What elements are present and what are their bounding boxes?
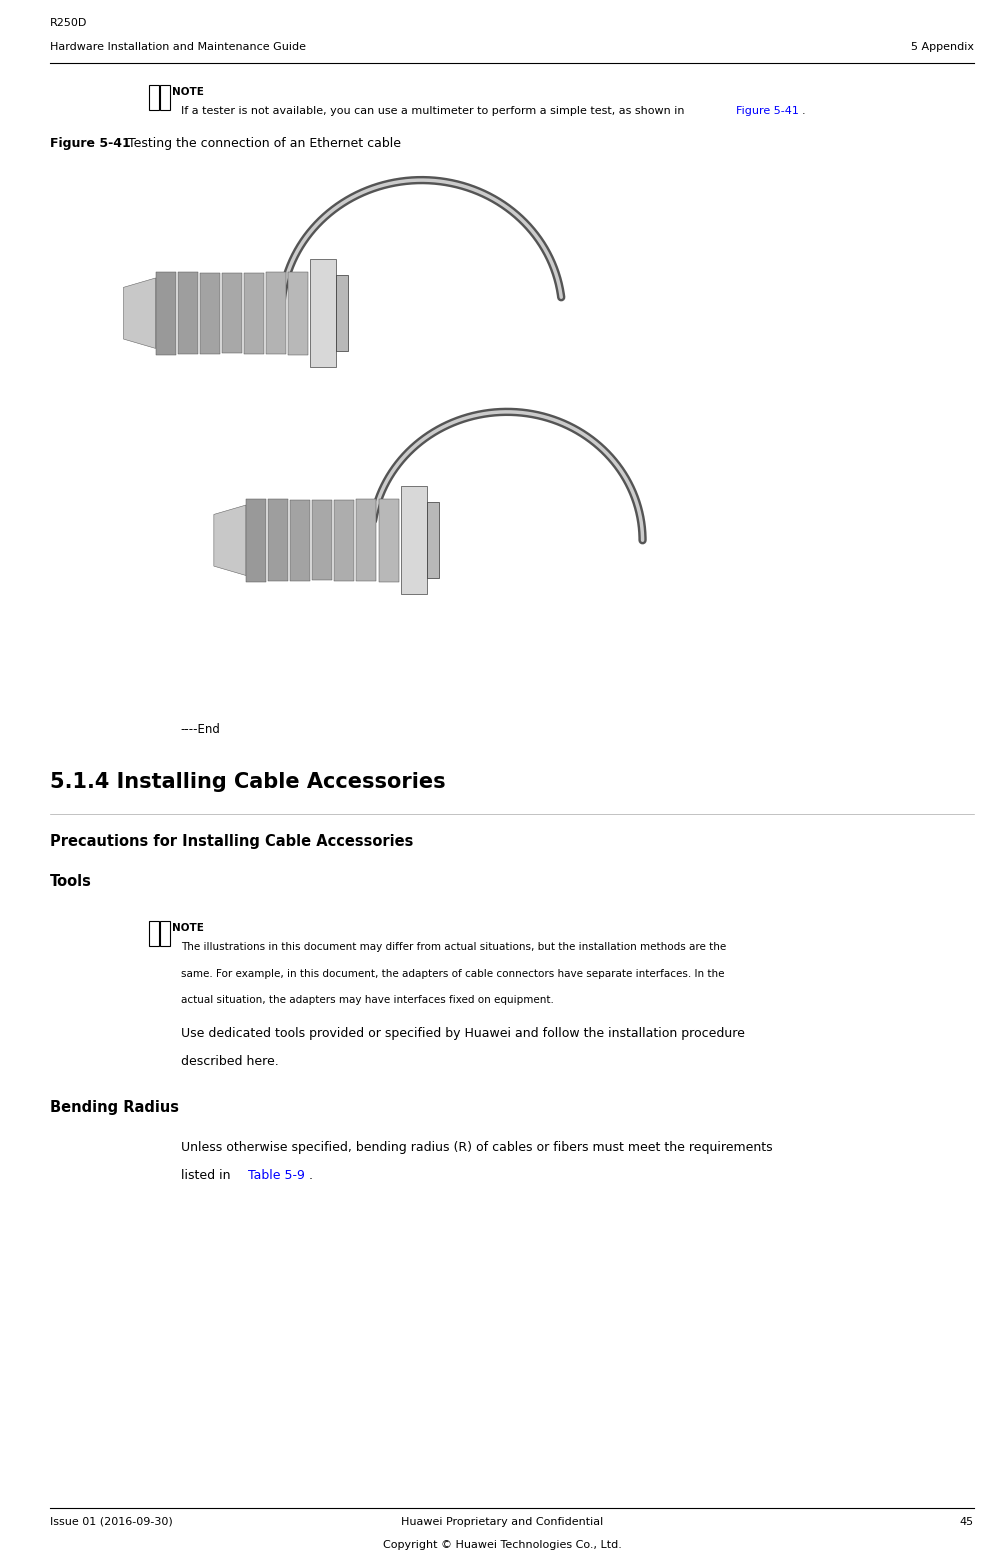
- Polygon shape: [378, 498, 398, 583]
- Text: Tools: Tools: [50, 874, 92, 889]
- Text: NOTE: NOTE: [172, 924, 204, 933]
- Text: Testing the connection of an Ethernet cable: Testing the connection of an Ethernet ca…: [124, 138, 401, 150]
- Text: Huawei Proprietary and Confidential: Huawei Proprietary and Confidential: [400, 1517, 603, 1527]
- Text: .: .: [801, 106, 804, 116]
- Polygon shape: [178, 272, 198, 354]
- Bar: [159, 85, 170, 110]
- Text: ----End: ----End: [181, 723, 221, 736]
- Polygon shape: [310, 258, 336, 366]
- Text: Bending Radius: Bending Radius: [50, 1099, 179, 1115]
- Polygon shape: [200, 272, 220, 354]
- Bar: [159, 921, 170, 946]
- Polygon shape: [244, 272, 264, 354]
- Polygon shape: [222, 272, 242, 352]
- Polygon shape: [288, 271, 308, 355]
- Text: NOTE: NOTE: [172, 88, 204, 97]
- Polygon shape: [155, 271, 176, 355]
- Text: 45: 45: [959, 1517, 973, 1527]
- Text: Figure 5-41: Figure 5-41: [50, 138, 130, 150]
- Text: R250D: R250D: [50, 19, 87, 28]
- Text: 5.1.4 Installing Cable Accessories: 5.1.4 Installing Cable Accessories: [50, 772, 445, 792]
- Polygon shape: [312, 501, 332, 579]
- Text: described here.: described here.: [181, 1055, 278, 1068]
- Text: Table 5-9: Table 5-9: [248, 1170, 305, 1182]
- Text: Hardware Installation and Maintenance Guide: Hardware Installation and Maintenance Gu…: [50, 42, 306, 52]
- Text: .: .: [308, 1170, 312, 1182]
- Polygon shape: [356, 500, 376, 581]
- Polygon shape: [123, 277, 155, 348]
- Text: Precautions for Installing Cable Accessories: Precautions for Installing Cable Accesso…: [50, 833, 413, 849]
- Text: listed in: listed in: [181, 1170, 234, 1182]
- Text: same. For example, in this document, the adapters of cable connectors have separ: same. For example, in this document, the…: [181, 969, 723, 979]
- Text: The illustrations in this document may differ from actual situations, but the in: The illustrations in this document may d…: [181, 943, 725, 952]
- Text: Figure 5-41: Figure 5-41: [735, 106, 798, 116]
- Polygon shape: [268, 500, 288, 581]
- Text: Use dedicated tools provided or specified by Huawei and follow the installation : Use dedicated tools provided or specifie…: [181, 1027, 744, 1040]
- Text: If a tester is not available, you can use a multimeter to perform a simple test,: If a tester is not available, you can us…: [181, 106, 687, 116]
- Text: 5 Appendix: 5 Appendix: [910, 42, 973, 52]
- Polygon shape: [290, 500, 310, 581]
- Polygon shape: [214, 504, 246, 575]
- Polygon shape: [246, 498, 266, 583]
- Polygon shape: [336, 276, 348, 351]
- Polygon shape: [334, 500, 354, 581]
- Bar: [148, 85, 158, 110]
- Polygon shape: [266, 272, 286, 354]
- Polygon shape: [426, 503, 438, 578]
- Text: Issue 01 (2016-09-30): Issue 01 (2016-09-30): [50, 1517, 173, 1527]
- Text: Unless otherwise specified, bending radius (R) of cables or fibers must meet the: Unless otherwise specified, bending radi…: [181, 1142, 771, 1154]
- Text: Copyright © Huawei Technologies Co., Ltd.: Copyright © Huawei Technologies Co., Ltd…: [382, 1541, 621, 1550]
- Bar: [148, 921, 158, 946]
- Text: actual situation, the adapters may have interfaces fixed on equipment.: actual situation, the adapters may have …: [181, 996, 553, 1005]
- Polygon shape: [400, 485, 426, 594]
